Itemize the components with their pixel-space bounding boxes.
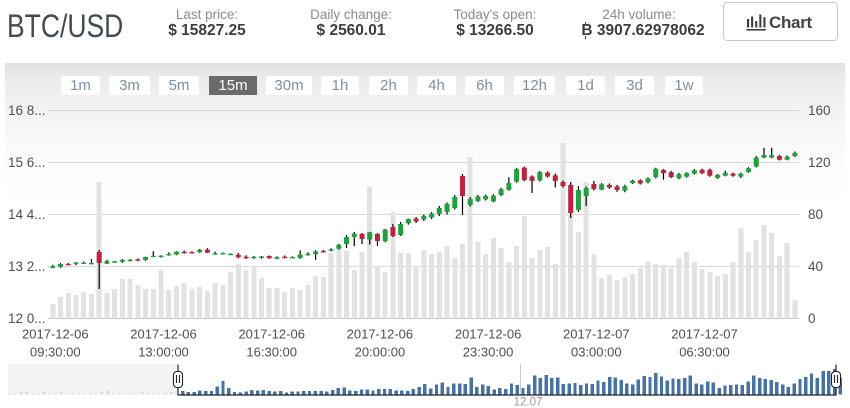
svg-text:12.07: 12.07 [514,397,543,408]
svg-text:2017-12-06: 2017-12-06 [238,326,305,341]
svg-text:40: 40 [808,259,823,274]
svg-text:20:00:00: 20:00:00 [355,344,406,359]
svg-text:2017-12-06: 2017-12-06 [130,326,197,341]
svg-text:2017-12-07: 2017-12-07 [671,326,738,341]
svg-text:13 2...: 13 2... [8,259,46,274]
svg-text:80: 80 [808,207,823,222]
svg-text:16 8...: 16 8... [8,103,46,118]
svg-text:15 6...: 15 6... [8,155,46,170]
svg-text:120: 120 [808,155,831,170]
svg-text:16:30:00: 16:30:00 [246,344,297,359]
svg-text:03:00:00: 03:00:00 [571,344,622,359]
svg-text:12 0...: 12 0... [8,311,46,326]
svg-text:160: 160 [808,103,831,118]
svg-text:06:30:00: 06:30:00 [679,344,730,359]
svg-text:14 4...: 14 4... [8,207,46,222]
svg-text:2017-12-07: 2017-12-07 [563,326,630,341]
svg-text:2017-12-06: 2017-12-06 [347,326,414,341]
svg-text:23:30:00: 23:30:00 [463,344,514,359]
svg-text:2017-12-06: 2017-12-06 [22,326,89,341]
svg-text:13:00:00: 13:00:00 [138,344,189,359]
svg-text:09:30:00: 09:30:00 [30,344,81,359]
svg-text:0: 0 [808,311,816,326]
svg-text:2017-12-06: 2017-12-06 [455,326,522,341]
